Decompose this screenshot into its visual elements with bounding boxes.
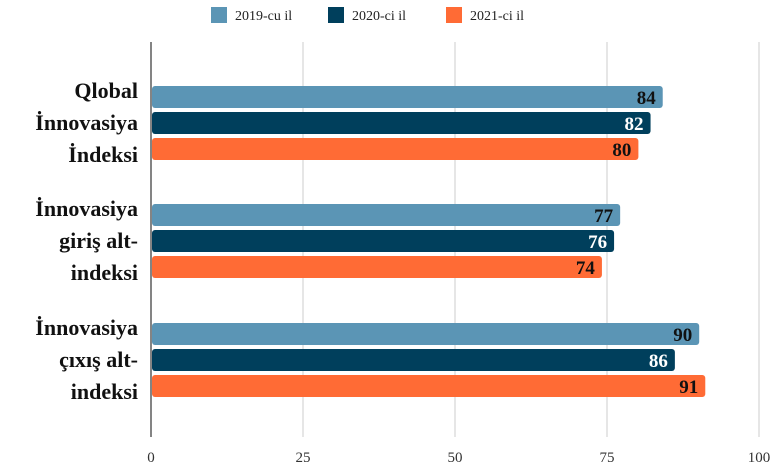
x-tick-label: 100 xyxy=(748,450,771,466)
value-label: 84 xyxy=(637,88,657,109)
category-label: Qlobal xyxy=(74,78,138,103)
bar xyxy=(152,256,602,278)
legend-label: 2020-ci il xyxy=(352,9,406,24)
category-label: İnnovasiya xyxy=(35,196,138,221)
category-label: İnnovasiya xyxy=(35,110,138,135)
value-label: 91 xyxy=(679,377,698,398)
bar xyxy=(152,112,651,134)
value-label: 86 xyxy=(649,351,668,372)
value-label: 77 xyxy=(594,206,614,227)
x-tick-label: 0 xyxy=(147,450,155,466)
category-labels: Qlobal İnnovasiya İndeksi İnnovasiya giriş a… xyxy=(35,78,138,404)
value-label: 76 xyxy=(588,232,607,253)
category-label: İnnovasiya xyxy=(35,315,138,340)
category-label: indeksi xyxy=(71,379,138,404)
legend-swatch xyxy=(328,7,344,23)
value-label: 82 xyxy=(625,114,644,135)
legend-label: 2019-cu il xyxy=(235,9,292,24)
category-label: indeksi xyxy=(71,260,138,285)
bar xyxy=(152,349,675,371)
x-tick-label: 50 xyxy=(448,450,463,466)
value-label: 90 xyxy=(673,325,692,346)
x-tick-labels: 0 25 50 75 100 xyxy=(147,450,770,466)
bar xyxy=(152,138,639,160)
bar xyxy=(152,204,621,226)
legend-label: 2021-ci il xyxy=(470,9,524,24)
value-label: 74 xyxy=(576,258,596,279)
x-tick-label: 75 xyxy=(600,450,615,466)
category-label: çıxış alt- xyxy=(59,347,138,372)
bar xyxy=(152,86,663,108)
category-label: İndeksi xyxy=(68,142,138,167)
bar xyxy=(152,323,700,345)
category-label: giriş alt- xyxy=(59,228,138,253)
bar xyxy=(152,375,706,397)
bar xyxy=(152,230,615,252)
bars xyxy=(152,86,706,397)
x-tick-label: 25 xyxy=(296,450,311,466)
legend-swatch xyxy=(211,7,227,23)
value-label: 80 xyxy=(612,140,631,161)
legend-swatch xyxy=(446,7,462,23)
legend: 2019-cu il 2020-ci il 2021-ci il xyxy=(211,7,524,24)
